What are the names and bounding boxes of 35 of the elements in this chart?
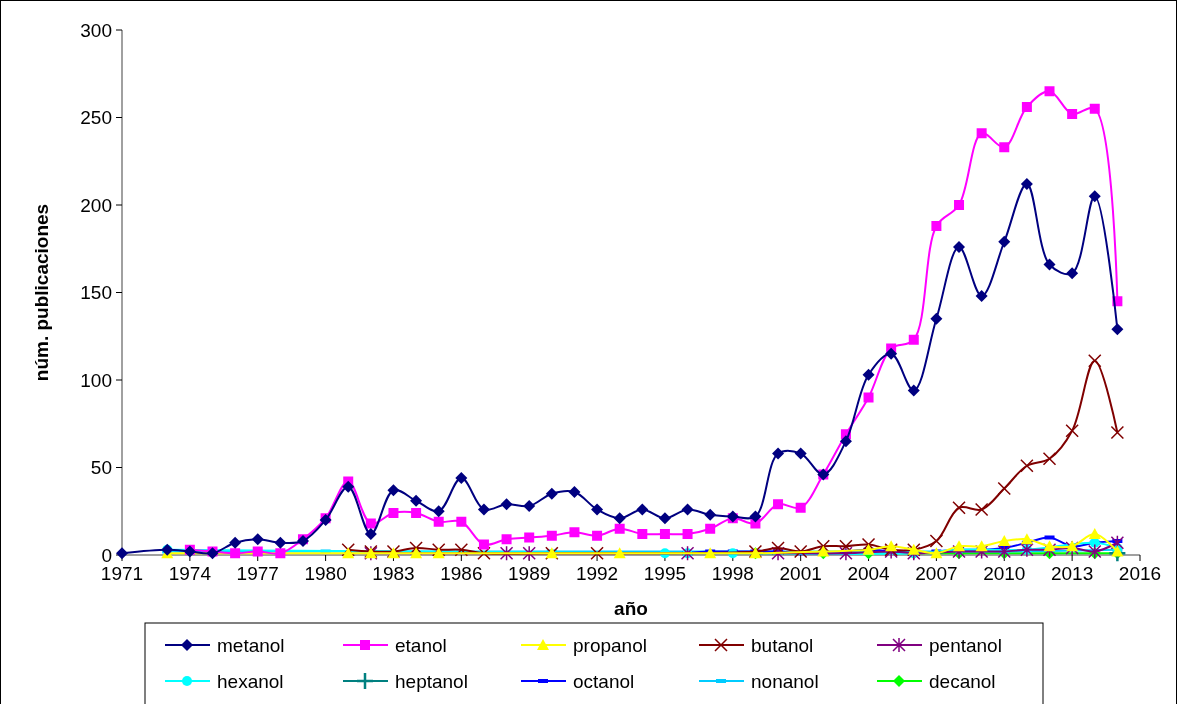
y-axis-title: núm. publicaciones	[31, 203, 52, 382]
x-tick-label: 2010	[983, 563, 1026, 584]
legend-label: decanol	[929, 670, 996, 692]
y-tick-label: 50	[90, 457, 112, 479]
y-tick-label: 150	[80, 282, 112, 304]
x-tick-label: 2001	[779, 563, 822, 584]
y-tick-label: 200	[80, 194, 112, 216]
legend-label: nonanol	[751, 670, 819, 692]
x-tick-label: 2004	[847, 563, 891, 584]
legend-label: etanol	[395, 634, 447, 656]
x-axis-title: año	[614, 598, 648, 619]
x-tick-label: 2013	[1050, 563, 1094, 584]
x-tick-label: 1974	[168, 563, 212, 584]
legend-label: octanol	[573, 670, 635, 692]
legend-label: metanol	[217, 634, 285, 656]
y-tick-label: 0	[101, 544, 112, 566]
x-tick-label: 1995	[643, 563, 687, 584]
legend-label: pentanol	[929, 634, 1002, 656]
x-tick-label: 1977	[236, 563, 279, 584]
y-tick-label: 100	[80, 369, 112, 391]
x-tick-label: 2007	[915, 563, 958, 584]
x-tick-label: 1980	[304, 563, 347, 584]
legend-label: heptanol	[395, 670, 468, 692]
y-tick-label: 250	[80, 107, 112, 129]
x-tick-label: 1971	[100, 563, 144, 584]
x-tick-label: 1998	[711, 563, 754, 584]
x-tick-label: 1992	[575, 563, 619, 584]
x-tick-label: 1986	[440, 563, 483, 584]
legend-label: butanol	[751, 634, 814, 656]
legend-label: propanol	[573, 634, 647, 656]
legend-label: hexanol	[217, 670, 284, 692]
x-tick-label: 1983	[372, 563, 415, 584]
x-tick-label: 2016	[1118, 563, 1162, 584]
y-tick-label: 300	[80, 19, 112, 41]
x-tick-label: 1989	[508, 563, 551, 584]
